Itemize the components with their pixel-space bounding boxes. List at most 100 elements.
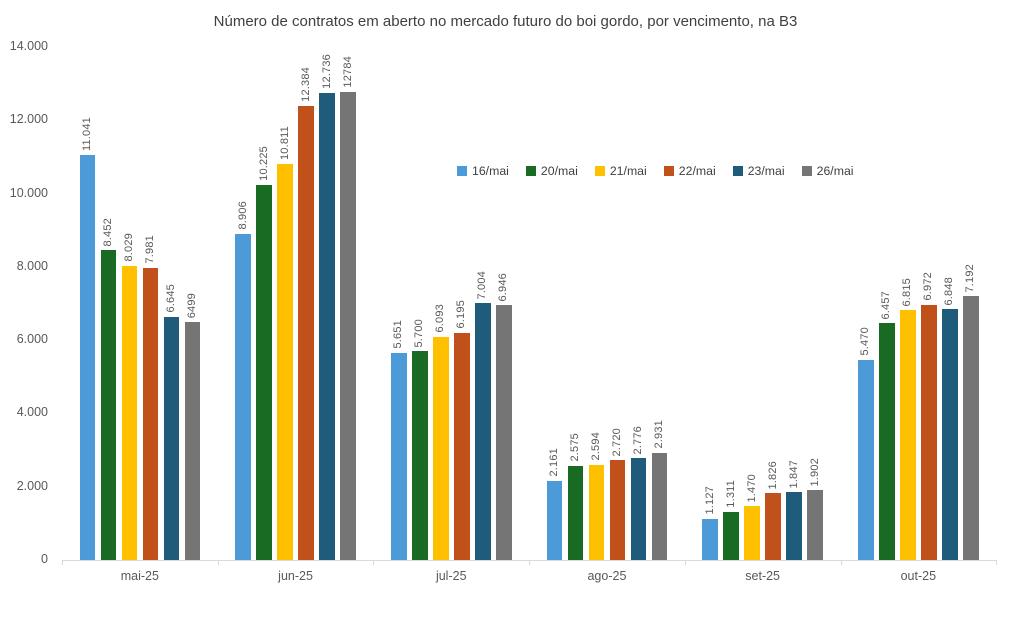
bar-value-label: 8.452 — [101, 217, 114, 247]
y-axis-tick-label: 0 — [41, 552, 48, 566]
bar-value-label: 5.651 — [392, 320, 405, 349]
bar-value-label: 6.645 — [164, 283, 177, 313]
bar-26/mai-jun-25 — [340, 91, 356, 560]
y-axis-tick-label: 6.000 — [16, 332, 48, 347]
x-axis-category-label: jun-25 — [278, 569, 313, 583]
bar-value-label: 11.041 — [80, 117, 93, 152]
bar-value-label: 2.594 — [589, 432, 602, 461]
bar-value-label: 2.161 — [547, 448, 560, 477]
bar-22/mai-jul-25 — [454, 333, 470, 560]
x-axis-tick — [373, 560, 375, 565]
bar-20/mai-out-25 — [879, 323, 895, 560]
bar-value-label: 6.946 — [497, 272, 510, 302]
bar-21/mai-set-25 — [744, 506, 760, 560]
bar-21/mai-mai-25 — [121, 265, 138, 560]
bar-20/mai-set-25 — [723, 511, 739, 560]
legend-swatch-icon — [594, 166, 605, 176]
bar-value-label: 6.848 — [943, 276, 956, 306]
x-axis-category-label: out-25 — [900, 569, 937, 583]
bar-26/mai-jul-25 — [496, 305, 512, 560]
bar-16/mai-out-25 — [858, 359, 874, 560]
bar-value-label: 12.736 — [320, 54, 333, 90]
bar-value-label: 10.811 — [278, 125, 291, 160]
bar-22/mai-set-25 — [765, 493, 781, 560]
legend-swatch-icon — [732, 166, 743, 176]
bar-value-label: 8.029 — [122, 233, 135, 262]
bar-22/mai-mai-25 — [142, 267, 159, 560]
bar-value-label: 6.093 — [434, 304, 447, 333]
legend-item-23/mai: 23/mai — [732, 164, 785, 178]
legend-label: 16/mai — [472, 164, 509, 178]
y-axis-tick-label: 10.000 — [9, 185, 48, 200]
bar-value-label: 1.127 — [703, 486, 716, 515]
bar-value-label: 6.195 — [455, 300, 468, 329]
legend-item-22/mai: 22/mai — [663, 164, 716, 178]
chart-title: Número de contratos em aberto no mercado… — [213, 13, 798, 30]
bar-20/mai-mai-25 — [100, 250, 117, 560]
bar-value-label: 1.847 — [787, 459, 800, 489]
y-axis-tick-label: 4.000 — [16, 405, 48, 420]
bar-value-label: 5.470 — [859, 327, 872, 356]
bar-value-label: 2.776 — [631, 425, 644, 455]
x-axis-category-label: jul-25 — [435, 569, 467, 583]
bar-value-label: 1.826 — [766, 460, 779, 490]
y-axis-tick-label: 8.000 — [16, 258, 48, 273]
bar-23/mai-jun-25 — [319, 93, 335, 560]
bar-value-label: 7.004 — [476, 270, 489, 300]
bar-value-label: 12784 — [341, 55, 354, 88]
x-axis-category-label: ago-25 — [587, 569, 627, 583]
chart-legend: 16/mai 20/mai 21/mai 22/mai 23/mai 26/mai — [457, 164, 854, 178]
bar-23/mai-mai-25 — [163, 316, 180, 560]
bar-21/mai-out-25 — [900, 310, 916, 560]
bar-value-label: 2.720 — [610, 427, 623, 457]
bar-20/mai-jul-25 — [412, 351, 428, 560]
x-axis-category-label: set-25 — [745, 569, 781, 583]
bar-20/mai-jun-25 — [256, 185, 272, 560]
bar-23/mai-jul-25 — [475, 303, 491, 560]
legend-label: 21/mai — [609, 164, 647, 178]
bar-value-label: 12.384 — [299, 67, 312, 103]
x-axis-tick — [840, 560, 842, 565]
bar-value-label: 6.815 — [901, 277, 914, 307]
bar-20/mai-ago-25 — [567, 465, 584, 560]
legend-swatch-icon — [525, 166, 536, 176]
bar-value-label: 1.470 — [745, 473, 758, 503]
legend-label: 23/mai — [747, 164, 785, 178]
x-axis-tick — [529, 560, 531, 565]
legend-item-26/mai: 26/mai — [801, 164, 854, 178]
bar-22/mai-ago-25 — [609, 460, 626, 560]
bar-22/mai-jun-25 — [298, 106, 314, 560]
bar-23/mai-out-25 — [942, 309, 958, 560]
bar-value-label: 7.981 — [143, 235, 156, 264]
bar-16/mai-ago-25 — [546, 480, 563, 560]
bar-value-label: 7.192 — [964, 263, 977, 293]
x-axis-tick — [684, 560, 686, 565]
bar-16/mai-jul-25 — [391, 352, 407, 560]
legend-swatch-icon — [663, 166, 674, 176]
legend-item-20/mai: 20/mai — [525, 164, 578, 178]
bar-value-label: 1.902 — [808, 457, 821, 487]
bar-value-label: 6499 — [185, 292, 198, 318]
x-axis-tick — [217, 560, 219, 565]
x-axis-tick — [62, 560, 63, 565]
bar-value-label: 5.700 — [413, 318, 426, 348]
bar-21/mai-jun-25 — [277, 163, 293, 560]
legend-label: 20/mai — [540, 164, 578, 178]
bar-26/mai-mai-25 — [184, 321, 201, 560]
bar-value-label: 8.906 — [236, 201, 249, 230]
legend-label: 26/mai — [816, 164, 854, 178]
bar-value-label: 10.225 — [257, 146, 270, 182]
bar-16/mai-jun-25 — [235, 233, 251, 560]
legend-item-16/mai: 16/mai — [457, 164, 509, 178]
x-axis-tick — [996, 560, 998, 565]
y-axis-tick-label: 2.000 — [16, 478, 48, 493]
y-axis-tick-label: 12.000 — [9, 112, 48, 127]
bar-value-label: 1.311 — [724, 480, 737, 508]
bar-26/mai-out-25 — [963, 296, 979, 560]
bar-21/mai-jul-25 — [433, 336, 449, 560]
legend-swatch-icon — [457, 166, 467, 176]
bar-16/mai-set-25 — [702, 518, 718, 560]
legend-swatch-icon — [801, 166, 812, 176]
bar-value-label: 2.931 — [652, 420, 665, 449]
